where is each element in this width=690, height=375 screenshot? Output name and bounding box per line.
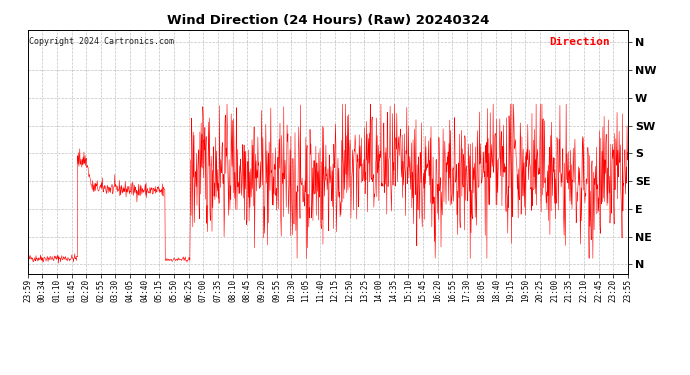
Text: Direction: Direction	[549, 38, 610, 47]
Text: Copyright 2024 Cartronics.com: Copyright 2024 Cartronics.com	[29, 38, 174, 46]
Title: Wind Direction (24 Hours) (Raw) 20240324: Wind Direction (24 Hours) (Raw) 20240324	[166, 15, 489, 27]
